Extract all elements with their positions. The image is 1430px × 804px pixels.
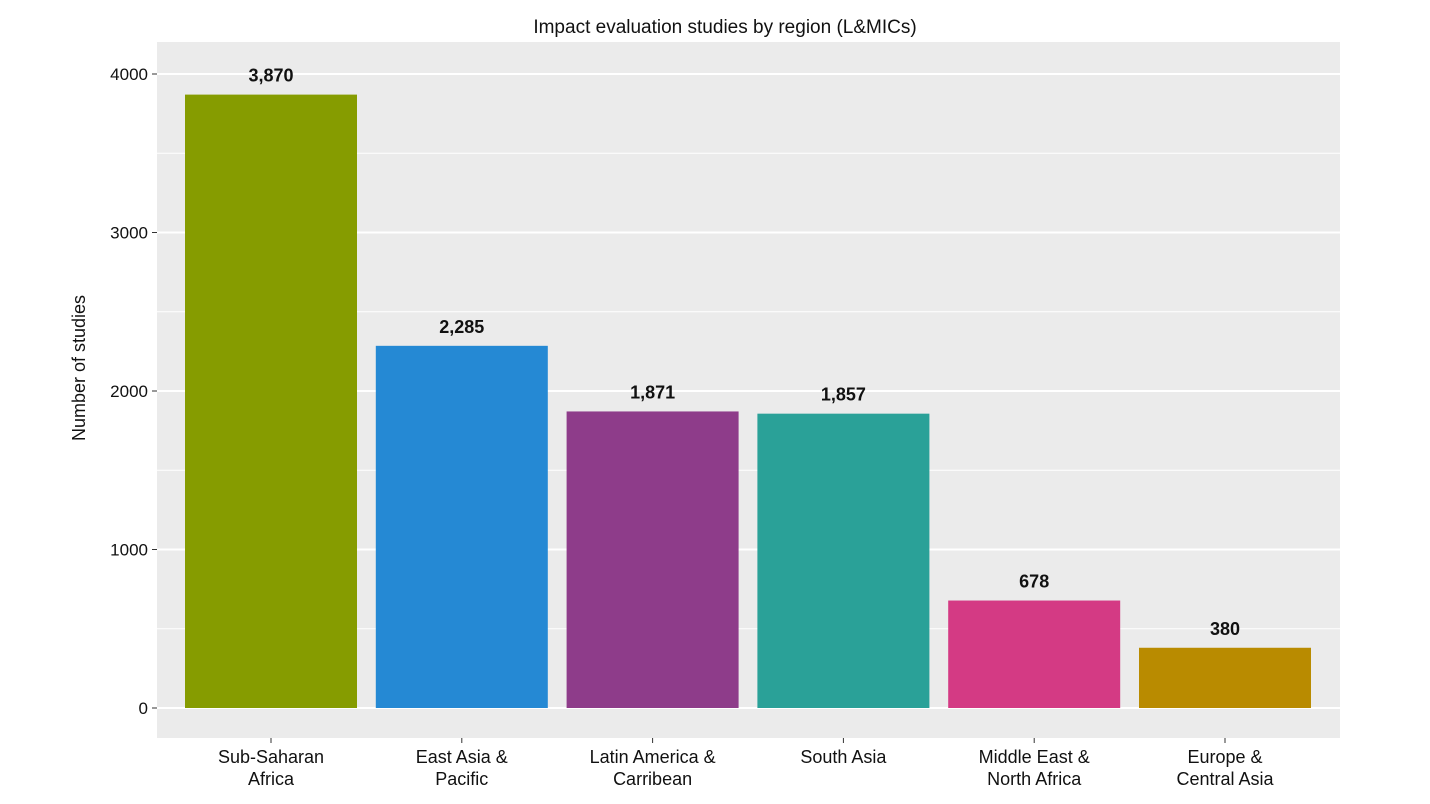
chart-title: Impact evaluation studies by region (L&M… xyxy=(533,17,916,38)
x-tick-label: Middle East & xyxy=(979,747,1090,767)
y-tick-label: 4000 xyxy=(110,65,148,84)
x-tick-label: Africa xyxy=(248,769,295,789)
x-tick-label: Central Asia xyxy=(1176,769,1274,789)
data-label: 1,857 xyxy=(821,385,866,405)
data-label: 1,871 xyxy=(630,382,675,402)
y-tick-label: 1000 xyxy=(110,541,148,560)
bars xyxy=(185,94,1311,709)
x-tick-label: South Asia xyxy=(800,747,887,767)
y-tick-label: 0 xyxy=(139,699,148,718)
data-label: 380 xyxy=(1210,619,1240,639)
y-tick-label: 3000 xyxy=(110,224,148,243)
data-label: 3,870 xyxy=(248,66,293,86)
x-tick-label: Pacific xyxy=(435,769,488,789)
x-tick-label: Europe & xyxy=(1187,747,1262,767)
x-tick-label: Sub-Saharan xyxy=(218,747,324,767)
bar xyxy=(757,413,930,708)
data-label: 678 xyxy=(1019,572,1049,592)
bar xyxy=(375,345,548,708)
bar xyxy=(566,411,739,708)
data-label: 2,285 xyxy=(439,317,484,337)
y-tick-label: 2000 xyxy=(110,382,148,401)
x-tick-label: Carribean xyxy=(613,769,692,789)
x-tick-label: Latin America & xyxy=(590,747,716,767)
bar xyxy=(1139,647,1311,708)
bar xyxy=(185,94,357,709)
x-tick-label: North Africa xyxy=(987,769,1082,789)
y-axis: 0 1000 2000 3000 4000 xyxy=(110,65,157,718)
y-axis-title: Number of studies xyxy=(69,295,89,441)
data-labels: 3,870 2,285 1,871 1,857 678 380 xyxy=(248,66,1240,639)
bar xyxy=(948,600,1121,708)
x-tick-label: East Asia & xyxy=(416,747,508,767)
